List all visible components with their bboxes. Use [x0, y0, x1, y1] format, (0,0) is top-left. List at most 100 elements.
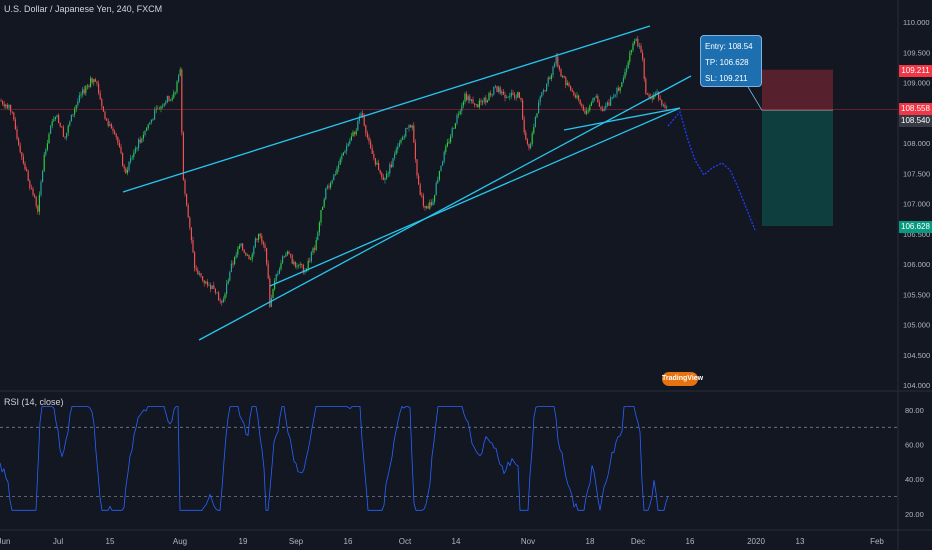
candle-body — [174, 92, 176, 94]
candle-body — [550, 75, 552, 79]
time-axis-label: Jun — [0, 537, 10, 546]
candle-body — [531, 133, 533, 144]
candle-body — [370, 141, 372, 149]
trade-callout[interactable]: Entry: 108.54 TP: 106.628 SL: 109.211 — [700, 35, 762, 87]
time-axis-label: 16 — [686, 537, 695, 546]
candle-body — [99, 93, 101, 100]
candle-body — [597, 96, 599, 103]
candle-body — [611, 97, 613, 99]
candle-body — [506, 97, 508, 98]
candle-body — [552, 66, 554, 76]
candle-body — [109, 124, 111, 126]
candle-body — [194, 252, 196, 269]
take-profit-zone — [762, 110, 833, 227]
candle-body — [547, 77, 549, 85]
rsi-axis-label: 20.00 — [905, 510, 924, 519]
candle-body — [352, 132, 354, 137]
candle-body — [413, 125, 415, 143]
candle-body — [344, 151, 346, 153]
candle-body — [38, 194, 40, 212]
candle-body — [586, 110, 588, 114]
rsi-line — [0, 405, 669, 511]
candle-body — [619, 87, 621, 91]
candle-body — [534, 116, 536, 128]
candle-body — [189, 217, 191, 228]
candle-body — [354, 132, 356, 135]
candle-body — [618, 87, 620, 91]
candle-body — [59, 123, 61, 127]
time-axis-label: Sep — [289, 537, 304, 546]
candle-body — [18, 138, 20, 146]
candle-body — [338, 164, 340, 169]
risk-reward-tool[interactable] — [747, 69, 833, 227]
candle-body — [168, 95, 170, 101]
candle-body — [656, 91, 658, 94]
candle-body — [638, 45, 640, 47]
candle-body — [666, 107, 668, 108]
candle-body — [136, 148, 138, 149]
candle-body — [624, 71, 626, 78]
candle-body — [466, 93, 468, 101]
candle-body — [30, 187, 32, 189]
candle-body — [323, 199, 325, 207]
candle-body — [664, 104, 666, 108]
price-axis-label: 105.500 — [903, 290, 930, 299]
candle-body — [213, 285, 215, 289]
candle-body — [637, 38, 639, 47]
candle-body — [296, 265, 298, 267]
candle-body — [232, 263, 234, 265]
candle-body — [245, 252, 247, 256]
candle-body — [66, 132, 68, 138]
candle-body — [408, 125, 410, 129]
candle-body — [578, 95, 580, 100]
candle-body — [448, 141, 450, 143]
candle-body — [234, 257, 236, 265]
trendline — [122, 25, 651, 193]
candle-body — [246, 254, 248, 256]
candle-body — [464, 93, 466, 102]
candle-body — [355, 130, 357, 135]
candle-body — [210, 285, 212, 290]
candle-body — [229, 272, 231, 281]
candle-body — [117, 137, 119, 143]
candle-body — [445, 146, 447, 152]
trendline — [269, 107, 681, 287]
trendlines[interactable] — [122, 25, 756, 341]
candle-body — [222, 298, 224, 303]
candle-body — [363, 116, 365, 126]
time-axis-label: Dec — [631, 537, 645, 546]
candle-body — [16, 129, 18, 139]
candle-body — [517, 92, 519, 98]
candle-body — [240, 243, 242, 246]
candle-body — [78, 95, 80, 102]
candle-body — [34, 194, 36, 197]
candle-body — [62, 127, 64, 137]
candle-body — [256, 238, 258, 240]
candle-body — [403, 136, 405, 138]
candle-body — [262, 241, 264, 245]
tradingview-logo: TradingView — [662, 372, 703, 386]
candle-body — [243, 249, 245, 253]
candlestick-series — [0, 35, 898, 308]
candle-body — [226, 283, 228, 295]
candle-body — [248, 254, 250, 260]
trendline — [198, 75, 692, 341]
candle-body — [374, 157, 376, 165]
candle-body — [382, 177, 384, 181]
candle-body — [150, 119, 152, 123]
candle-body — [104, 111, 106, 119]
candle-body — [621, 82, 623, 88]
candle-body — [634, 41, 636, 44]
candle-body — [411, 125, 413, 128]
candle-body — [584, 110, 586, 114]
candle-body — [70, 114, 72, 122]
candle-body — [422, 195, 424, 206]
candle-body — [642, 52, 644, 59]
candle-body — [224, 294, 226, 299]
candle-body — [74, 108, 76, 115]
candle-body — [237, 248, 239, 255]
candle-body — [126, 169, 128, 173]
candle-body — [53, 119, 55, 122]
